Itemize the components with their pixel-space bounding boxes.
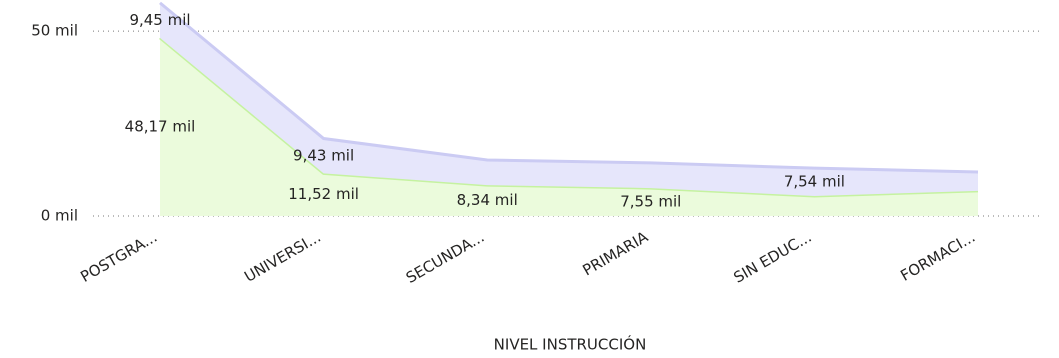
data-label: 9,43 mil xyxy=(293,146,354,164)
x-tick-label: PRIMARIA xyxy=(580,227,652,279)
y-tick-label: 50 mil xyxy=(31,22,78,40)
x-tick-label: POSTGRA... xyxy=(77,228,160,286)
x-tick-label: SECUNDA... xyxy=(403,228,488,287)
data-label: 7,55 mil xyxy=(620,193,681,211)
data-label: 8,34 mil xyxy=(457,191,518,209)
x-axis-title: NIVEL INSTRUCCIÓN xyxy=(494,335,647,354)
data-label: 9,45 mil xyxy=(129,11,190,29)
x-tick-label: FORMACI... xyxy=(897,228,978,285)
y-tick-label: 0 mil xyxy=(41,207,78,225)
area-line xyxy=(159,1,979,174)
area xyxy=(160,37,978,216)
data-label: 48,17 mil xyxy=(125,117,196,135)
x-tick-label: UNIVERSI... xyxy=(241,228,324,286)
x-tick-label: SIN EDUC... xyxy=(731,228,815,287)
data-label: 7,54 mil xyxy=(784,173,845,191)
area xyxy=(160,2,978,197)
data-label: 11,52 mil xyxy=(288,185,359,203)
